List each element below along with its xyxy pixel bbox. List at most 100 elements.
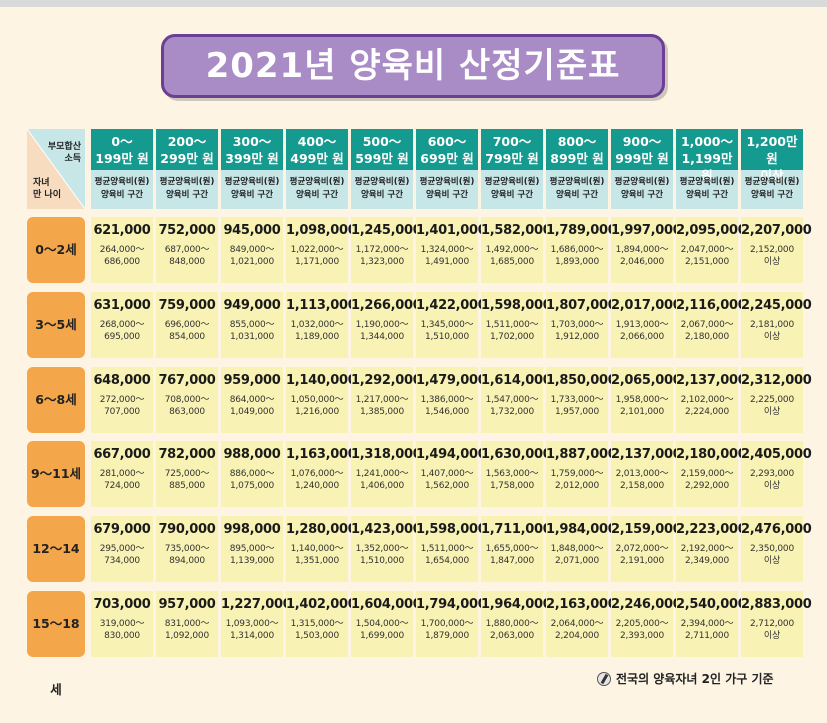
table-cell: 1,807,000 1,703,000～ 1,912,000 — [546, 292, 617, 358]
table-cell: 1,163,000 1,076,000～ 1,240,000 — [286, 441, 357, 507]
table-cell: 1,266,000 1,190,000～ 1,344,000 — [351, 292, 422, 358]
support-range-from: 2,102,000～ — [680, 395, 734, 405]
support-range-from: 319,000～ — [99, 619, 145, 629]
support-range: 1,894,000～ 2,046,000 — [611, 244, 673, 268]
average-support: 1,402,000 — [286, 597, 357, 612]
income-range-line2: 199만 원 — [95, 151, 149, 166]
average-support: 998,000 — [223, 522, 281, 537]
support-range: 1,700,000～ 1,879,000 — [416, 618, 478, 642]
support-range: 272,000～ 707,000 — [91, 394, 153, 418]
support-range: 2,072,000～ 2,191,000 — [611, 543, 673, 567]
support-range-to: 686,000 — [104, 257, 140, 267]
average-support: 2,095,000 — [676, 223, 747, 238]
corner-age-label-line2: 만 나이 — [33, 190, 61, 200]
table-cell: 1,494,000 1,407,000～ 1,562,000 — [416, 441, 487, 507]
support-range: 1,563,000～ 1,758,000 — [481, 468, 543, 492]
corner-age-label-line1: 자녀 — [33, 178, 50, 188]
table-cell: 1,604,000 1,504,000～ 1,699,000 — [351, 591, 422, 657]
support-range-to: 1,021,000 — [229, 257, 274, 267]
income-range: 800～ 899만 원 — [546, 129, 608, 170]
table-cell: 1,887,000 1,759,000～ 2,012,000 — [546, 441, 617, 507]
support-range: 1,655,000～ 1,847,000 — [481, 543, 543, 567]
average-support: 2,540,000 — [676, 597, 747, 612]
column-subheader: 평균양육비(원) 양육비 구간 — [221, 170, 283, 209]
subheader-avg-label: 평균양육비(원) — [289, 177, 345, 187]
support-range-to: 1,031,000 — [229, 332, 274, 342]
column-subheader: 평균양육비(원) 양육비 구간 — [286, 170, 348, 209]
support-range-to: 1,323,000 — [359, 257, 404, 267]
income-column-header: 800～ 899만 원 평균양육비(원) 양육비 구간 — [546, 129, 608, 209]
support-range: 2,152,000 이상 — [741, 244, 803, 268]
income-range-line1: 0～ — [111, 134, 133, 149]
table-cell: 2,137,000 2,013,000～ 2,158,000 — [611, 441, 682, 507]
footer-note: 전국의 양육자녀 2인 가구 기준 — [597, 670, 774, 687]
support-range-to: 1,406,000 — [359, 481, 404, 491]
support-range: 2,225,000 이상 — [741, 394, 803, 418]
subheader-range-label: 양육비 구간 — [360, 190, 404, 200]
income-column-header: 500～ 599만 원 평균양육비(원) 양육비 구간 — [351, 129, 413, 209]
table-cell: 2,883,000 2,712,000 이상 — [741, 591, 812, 657]
income-range: 700～ 799만 원 — [481, 129, 543, 170]
support-range: 1,492,000～ 1,685,000 — [481, 244, 543, 268]
average-support: 1,630,000 — [481, 447, 552, 462]
support-range-to: 2,158,000 — [619, 481, 664, 491]
support-range: 319,000～ 830,000 — [91, 618, 153, 642]
support-range-to: 1,758,000 — [489, 481, 534, 491]
income-range-line1: 400～ — [297, 134, 337, 149]
support-range: 725,000～ 885,000 — [156, 468, 218, 492]
average-support: 2,405,000 — [741, 447, 812, 462]
average-support: 752,000 — [158, 223, 216, 238]
support-range-to: 2,012,000 — [554, 481, 599, 491]
table-cell: 959,000 864,000～ 1,049,000 — [221, 367, 283, 433]
income-column-header: 1,000～ 1,199만 원 평균양육비(원) 양육비 구간 — [676, 129, 738, 209]
support-range-from: 1,352,000～ — [355, 544, 409, 554]
average-support: 2,245,000 — [741, 298, 812, 313]
average-support: 1,964,000 — [481, 597, 552, 612]
average-support: 1,794,000 — [416, 597, 487, 612]
table-cell: 1,140,000 1,050,000～ 1,216,000 — [286, 367, 357, 433]
average-support: 1,140,000 — [286, 373, 357, 388]
support-range-from: 2,013,000～ — [615, 469, 669, 479]
support-range-to: 1,240,000 — [294, 481, 339, 491]
average-support: 2,312,000 — [741, 373, 812, 388]
support-range: 1,511,000～ 1,702,000 — [481, 319, 543, 343]
support-range: 1,511,000～ 1,654,000 — [416, 543, 478, 567]
support-range-to: 1,189,000 — [294, 332, 339, 342]
support-range-from: 1,700,000～ — [420, 619, 474, 629]
support-range-from: 1,958,000～ — [615, 395, 669, 405]
average-support: 1,984,000 — [546, 522, 617, 537]
support-range-from: 1,511,000～ — [485, 320, 539, 330]
income-range: 300～ 399만 원 — [221, 129, 283, 170]
support-range-to: 1,893,000 — [554, 257, 599, 267]
support-range: 2,067,000～ 2,180,000 — [676, 319, 738, 343]
support-range-from: 1,511,000～ — [420, 544, 474, 554]
support-range-to: 2,101,000 — [619, 407, 664, 417]
table-cell: 1,292,000 1,217,000～ 1,385,000 — [351, 367, 422, 433]
subheader-range-label: 양육비 구간 — [685, 190, 729, 200]
income-range: 0～ 199만 원 — [91, 129, 153, 170]
support-range-from: 2,064,000～ — [550, 619, 604, 629]
average-support: 1,280,000 — [286, 522, 357, 537]
table-cell: 1,098,000 1,022,000～ 1,171,000 — [286, 217, 357, 283]
average-support: 957,000 — [158, 597, 216, 612]
income-range-line1: 1,000～ — [680, 134, 734, 149]
support-range-from: 1,733,000～ — [550, 395, 604, 405]
support-range-to: 1,685,000 — [489, 257, 534, 267]
average-support: 1,266,000 — [351, 298, 422, 313]
income-column-header: 700～ 799만 원 평균양육비(원) 양육비 구간 — [481, 129, 543, 209]
support-range-from: 1,880,000～ — [485, 619, 539, 629]
table-cell: 1,984,000 1,848,000～ 2,071,000 — [546, 516, 617, 582]
average-support: 2,883,000 — [741, 597, 812, 612]
support-range: 1,217,000～ 1,385,000 — [351, 394, 413, 418]
support-range-to: 894,000 — [169, 556, 205, 566]
support-range-from: 2,192,000～ — [680, 544, 734, 554]
income-range: 600～ 699만 원 — [416, 129, 478, 170]
support-range: 1,504,000～ 1,699,000 — [351, 618, 413, 642]
table-cell: 2,163,000 2,064,000～ 2,204,000 — [546, 591, 617, 657]
support-range-to: 2,224,000 — [684, 407, 729, 417]
table-cell: 2,405,000 2,293,000 이상 — [741, 441, 812, 507]
income-range-line1: 300～ — [232, 134, 272, 149]
table-cell: 2,223,000 2,192,000～ 2,349,000 — [676, 516, 747, 582]
support-range: 2,159,000～ 2,292,000 — [676, 468, 738, 492]
subheader-avg-label: 평균양육비(원) — [744, 177, 800, 187]
